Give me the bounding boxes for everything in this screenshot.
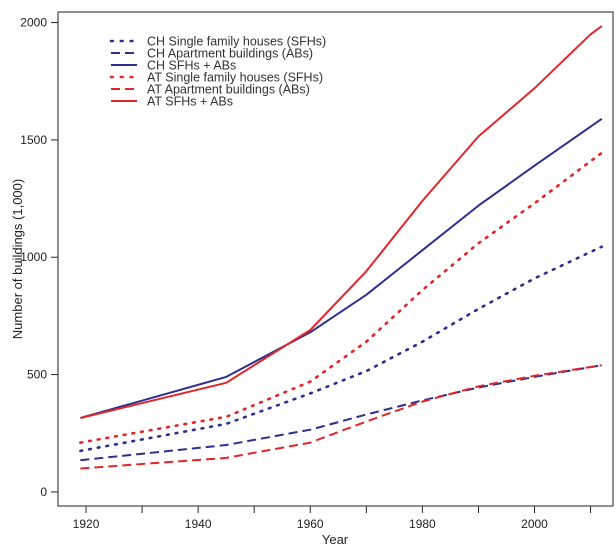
series-line [80,364,602,462]
series-line [79,151,604,444]
legend-label: AT Apartment buildings (ABs) [147,83,310,97]
legend-label: CH Single family houses (SFHs) [147,35,326,49]
legend-label: AT Single family houses (SFHs) [147,71,323,85]
series-lines [79,25,604,470]
y-axis-title: Number of buildings (1,000) [10,179,25,339]
x-tick-label: 1940 [185,517,212,531]
x-tick-label: 1980 [409,517,436,531]
legend-label: CH SFHs + ABs [147,59,236,73]
series-line [79,245,604,453]
series-line [80,117,603,419]
y-tick-label: 0 [40,485,47,499]
x-tick-label: 2000 [521,517,548,531]
series-line [80,364,602,470]
series-line [80,25,603,419]
legend-label: CH Apartment buildings (ABs) [147,47,313,61]
y-tick-label: 500 [27,368,47,382]
x-tick-label: 1920 [73,517,100,531]
y-axis: 0 500 1000 1500 2000 [20,16,58,499]
y-tick-label: 1000 [20,250,47,264]
legend: CH Single family houses (SFHs)CH Apartme… [109,35,326,109]
x-axis: 1920 1940 1960 1980 2000 [73,506,592,531]
y-tick-label: 1500 [20,133,47,147]
x-tick-label: 1960 [297,517,324,531]
y-tick-label: 2000 [20,16,47,30]
plot-frame [57,11,614,507]
legend-label: AT SFHs + ABs [147,95,233,109]
x-axis-title: Year [322,532,349,547]
